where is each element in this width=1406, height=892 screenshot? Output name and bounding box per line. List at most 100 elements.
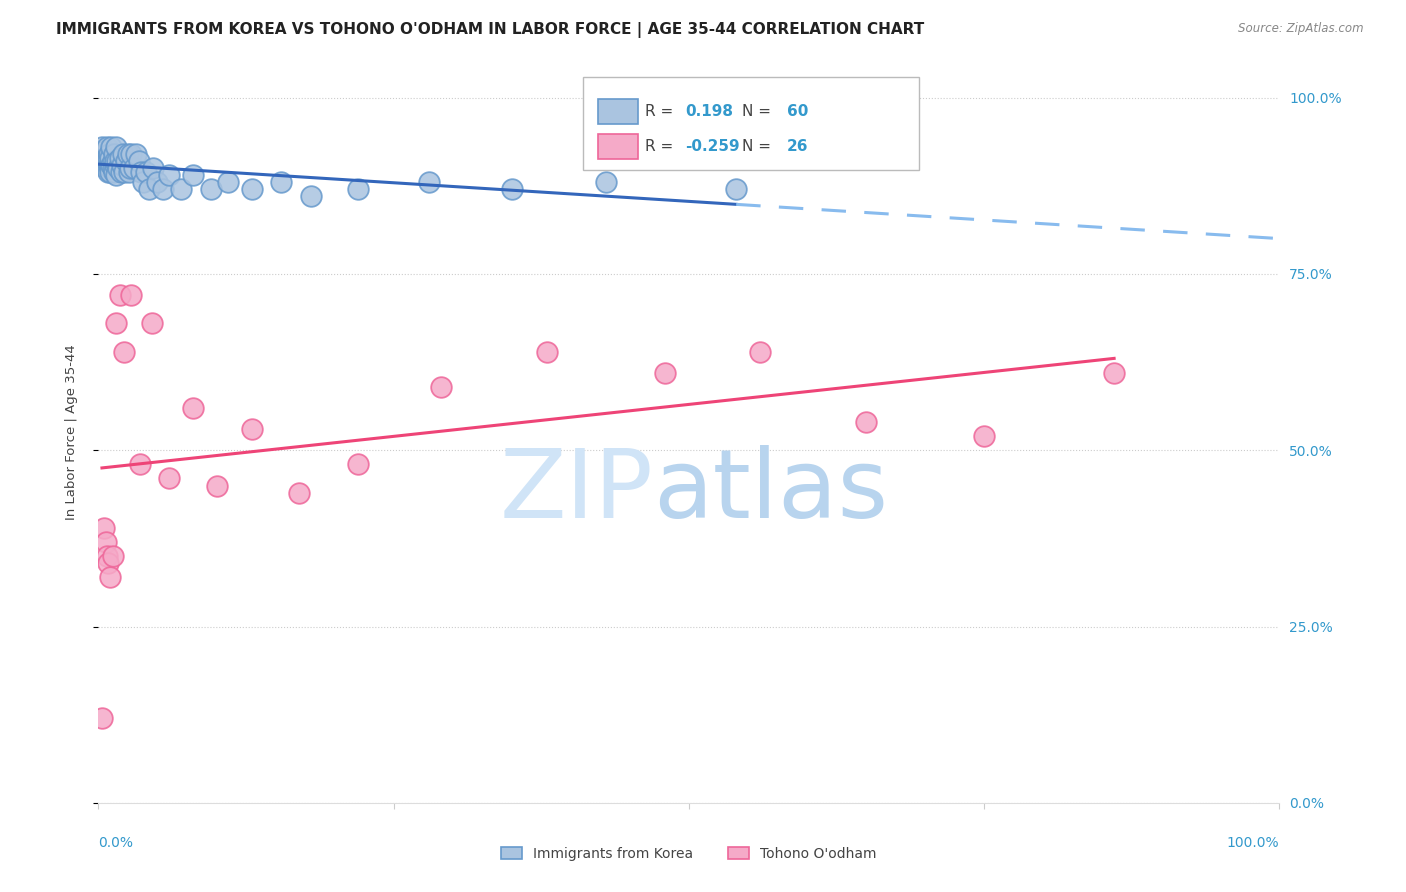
Point — [135, 165, 157, 179]
Point — [418, 175, 440, 189]
Point — [112, 344, 135, 359]
Text: 26: 26 — [787, 138, 808, 153]
Point — [855, 415, 877, 429]
Point — [430, 380, 453, 394]
Point — [93, 144, 115, 158]
Point — [107, 161, 129, 176]
Point — [98, 158, 121, 172]
Point — [101, 154, 124, 169]
Point — [96, 140, 118, 154]
Point — [98, 161, 121, 176]
Text: N =: N = — [742, 103, 770, 119]
Text: 100.0%: 100.0% — [1227, 836, 1279, 850]
Point — [98, 147, 121, 161]
Point — [93, 521, 115, 535]
Point — [105, 168, 128, 182]
Text: 0.198: 0.198 — [685, 103, 734, 119]
Text: -0.259: -0.259 — [685, 138, 740, 153]
Point — [170, 182, 193, 196]
Point — [117, 147, 139, 161]
Point — [121, 288, 143, 302]
Point — [138, 182, 160, 196]
Text: 0.0%: 0.0% — [98, 836, 134, 850]
Point — [347, 182, 370, 196]
Point — [114, 154, 136, 169]
Point — [97, 151, 120, 165]
Point — [132, 175, 155, 189]
Point — [100, 158, 122, 172]
FancyBboxPatch shape — [598, 99, 638, 124]
FancyBboxPatch shape — [598, 134, 638, 159]
Text: ZIP: ZIP — [499, 445, 654, 539]
Point — [96, 154, 118, 169]
Point — [347, 458, 370, 472]
Point — [120, 161, 142, 176]
Point — [217, 175, 239, 189]
Point — [91, 711, 114, 725]
Text: Source: ZipAtlas.com: Source: ZipAtlas.com — [1239, 22, 1364, 36]
Point — [97, 165, 120, 179]
Point — [299, 189, 322, 203]
Point — [654, 366, 676, 380]
Text: atlas: atlas — [654, 445, 889, 539]
Point — [181, 401, 204, 415]
Point — [181, 168, 204, 182]
Point — [125, 147, 148, 161]
Point — [100, 140, 122, 154]
Point — [725, 182, 748, 196]
Point — [104, 158, 127, 172]
Point — [122, 161, 145, 176]
Point — [205, 478, 228, 492]
Point — [108, 151, 131, 165]
Point — [94, 161, 117, 176]
Point — [101, 549, 124, 563]
Point — [141, 316, 163, 330]
Point — [98, 570, 121, 584]
Point — [121, 147, 143, 161]
Point — [118, 165, 141, 179]
Point — [595, 175, 617, 189]
Point — [973, 429, 995, 443]
Point — [103, 147, 125, 161]
Point — [240, 182, 263, 196]
Point — [94, 151, 117, 165]
Point — [270, 175, 292, 189]
Point — [157, 168, 180, 182]
Point — [108, 288, 131, 302]
Legend: Immigrants from Korea, Tohono O'odham: Immigrants from Korea, Tohono O'odham — [496, 841, 882, 866]
Point — [157, 471, 180, 485]
Point — [501, 182, 523, 196]
Point — [93, 154, 115, 169]
Point — [112, 165, 135, 179]
Text: R =: R = — [645, 138, 678, 153]
Point — [240, 422, 263, 436]
Point — [200, 182, 222, 196]
Point — [91, 140, 114, 154]
Point — [94, 535, 117, 549]
Point — [110, 165, 132, 179]
Point — [91, 147, 114, 161]
Point — [288, 485, 311, 500]
Point — [96, 549, 118, 563]
Point — [128, 458, 150, 472]
Point — [103, 165, 125, 179]
Text: 60: 60 — [787, 103, 808, 119]
Point — [97, 556, 120, 570]
Y-axis label: In Labor Force | Age 35-44: In Labor Force | Age 35-44 — [65, 344, 77, 521]
Point — [536, 344, 558, 359]
Point — [105, 140, 128, 154]
Point — [105, 316, 128, 330]
Point — [98, 165, 121, 179]
Text: IMMIGRANTS FROM KOREA VS TOHONO O'ODHAM IN LABOR FORCE | AGE 35-44 CORRELATION C: IMMIGRANTS FROM KOREA VS TOHONO O'ODHAM … — [56, 22, 925, 38]
Point — [105, 154, 128, 169]
Text: R =: R = — [645, 103, 678, 119]
Point — [101, 161, 124, 176]
Point — [104, 154, 127, 169]
Point — [129, 165, 152, 179]
FancyBboxPatch shape — [582, 78, 920, 169]
Point — [1102, 366, 1125, 380]
Point — [98, 151, 121, 165]
Text: N =: N = — [742, 138, 770, 153]
Point — [152, 182, 174, 196]
Point — [128, 154, 150, 169]
